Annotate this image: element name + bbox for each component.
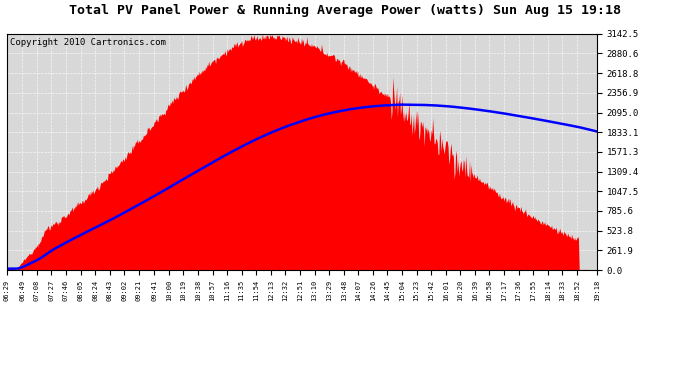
Text: Copyright 2010 Cartronics.com: Copyright 2010 Cartronics.com: [10, 39, 166, 48]
Text: Total PV Panel Power & Running Average Power (watts) Sun Aug 15 19:18: Total PV Panel Power & Running Average P…: [69, 4, 621, 17]
